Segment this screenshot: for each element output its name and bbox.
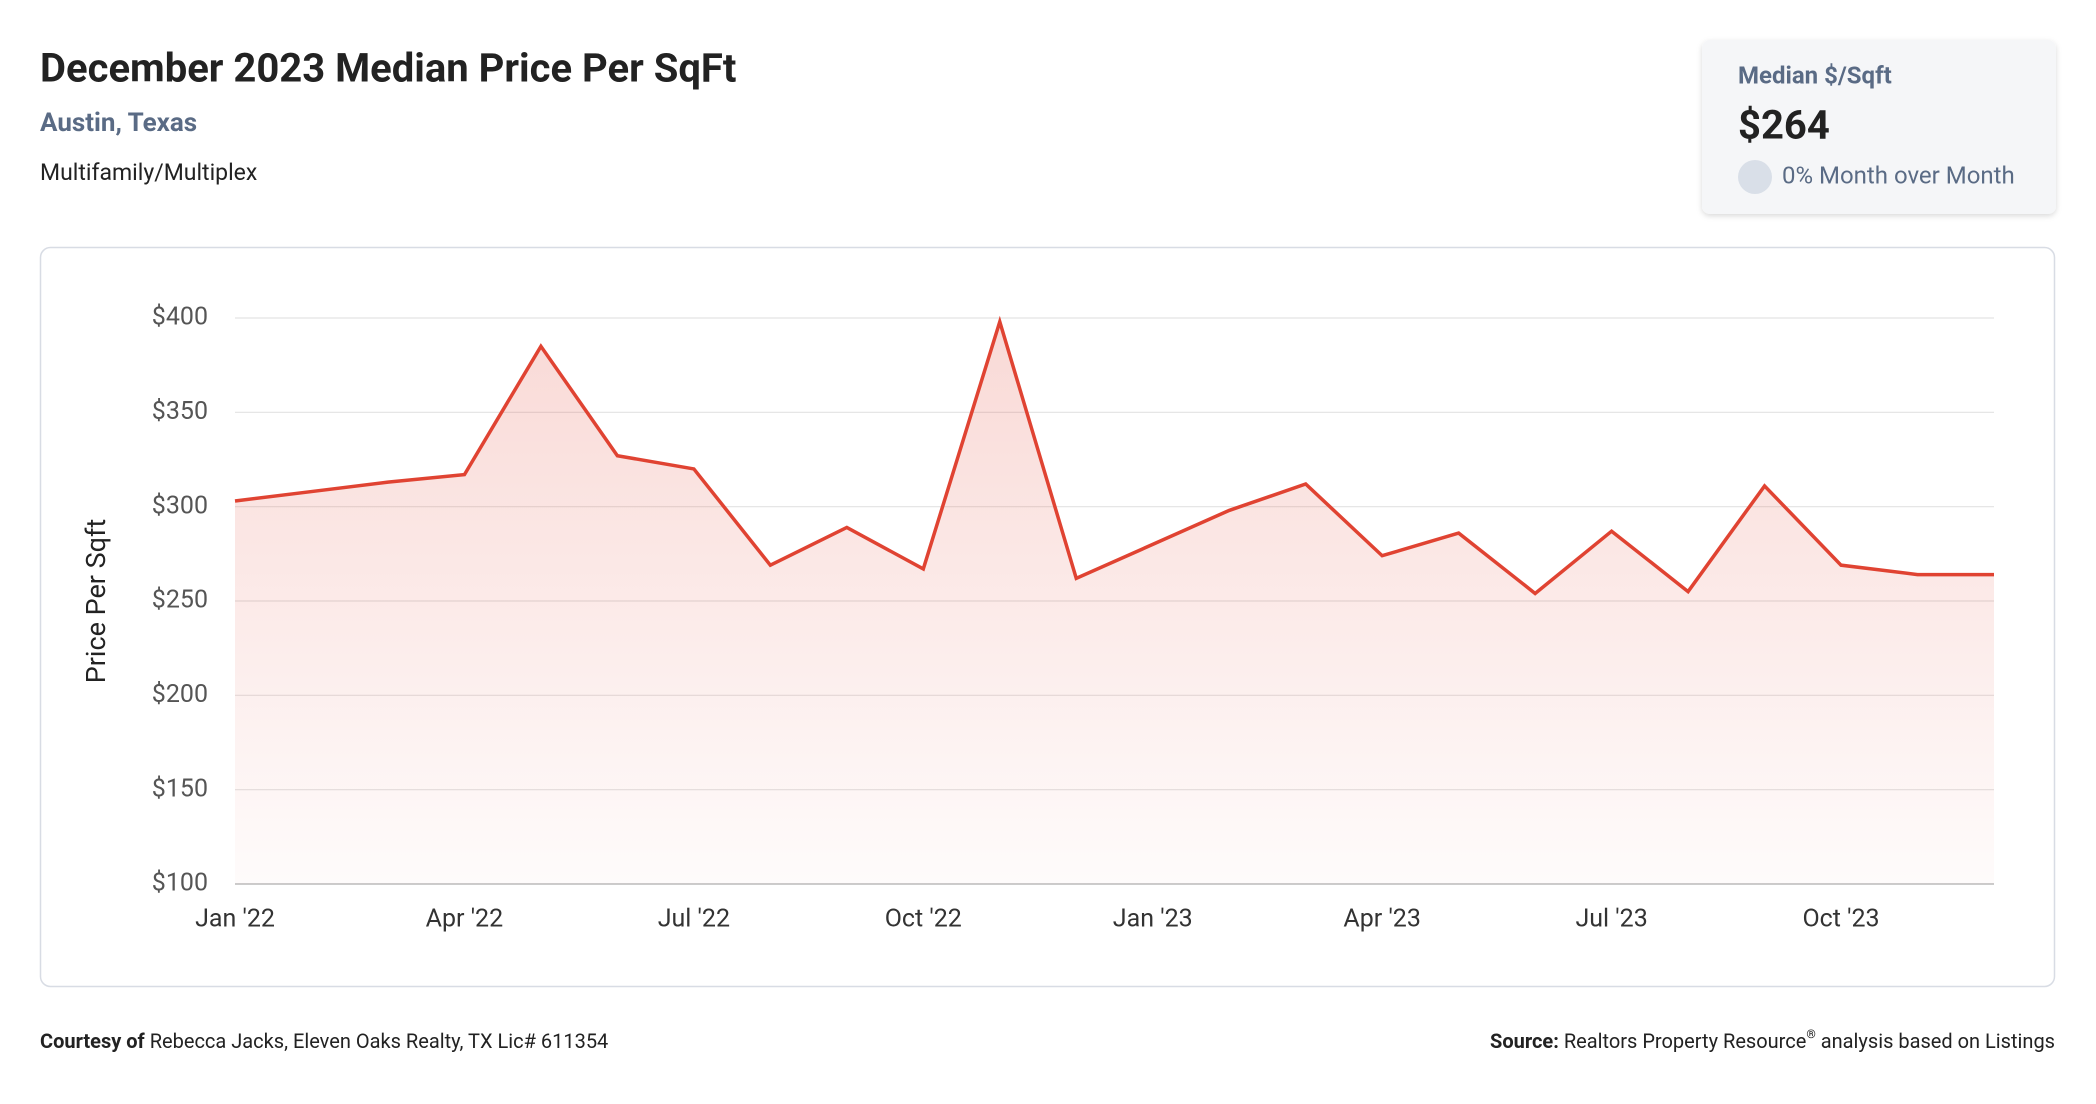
x-tick-label: Jul '22: [658, 905, 730, 934]
y-tick-label: $200: [152, 680, 208, 709]
kpi-change: 0% Month over Month: [1782, 161, 2015, 189]
plot: $100 $150 $200 $250 $300 $350 $400 Jan '22 Apr '…: [152, 303, 1994, 934]
x-tick-label: Oct '22: [885, 905, 962, 934]
y-tick-label: $150: [152, 774, 208, 803]
kpi-label: Median $/Sqft: [1738, 61, 1892, 89]
source-mark: ®: [1806, 1027, 1815, 1041]
y-tick-label: $100: [152, 869, 208, 898]
x-tick-label: Apr '22: [426, 905, 504, 934]
y-tick-label: $300: [152, 491, 208, 520]
title: December 2023 Median Price Per SqFt: [40, 45, 736, 92]
subtitle: Austin, Texas: [40, 108, 197, 138]
courtesy-text: Rebecca Jacks, Eleven Oaks Realty, TX Li…: [150, 1029, 609, 1053]
y-tick-label: $250: [152, 586, 208, 615]
area-fill: [235, 321, 1994, 885]
source: Source: Realtors Property Resource® anal…: [1490, 1027, 2055, 1053]
x-tick-label: Jan '23: [1113, 905, 1193, 934]
courtesy: Courtesy of Rebecca Jacks, Eleven Oaks R…: [40, 1029, 608, 1053]
x-tick-label: Apr '23: [1343, 905, 1421, 934]
property-type: Multifamily/Multiplex: [40, 159, 257, 186]
x-tick-label: Jan '22: [195, 905, 275, 934]
source-text: Realtors Property Resource: [1564, 1029, 1807, 1053]
y-tick-label: $400: [152, 303, 208, 332]
source-label: Source:: [1490, 1029, 1559, 1053]
x-tick-label: Jul '23: [1575, 905, 1647, 934]
courtesy-label: Courtesy of: [40, 1029, 146, 1053]
y-tick-label: $350: [152, 397, 208, 426]
kpi-value: $264: [1738, 102, 1830, 149]
change-indicator: [1738, 160, 1772, 194]
kpi-card: [1702, 40, 2056, 214]
y-axis-label: Price Per Sqft: [80, 519, 112, 684]
line: [234, 315, 1994, 596]
source-suffix: analysis based on Listings: [1821, 1029, 2055, 1053]
x-tick-label: Oct '23: [1802, 905, 1879, 934]
